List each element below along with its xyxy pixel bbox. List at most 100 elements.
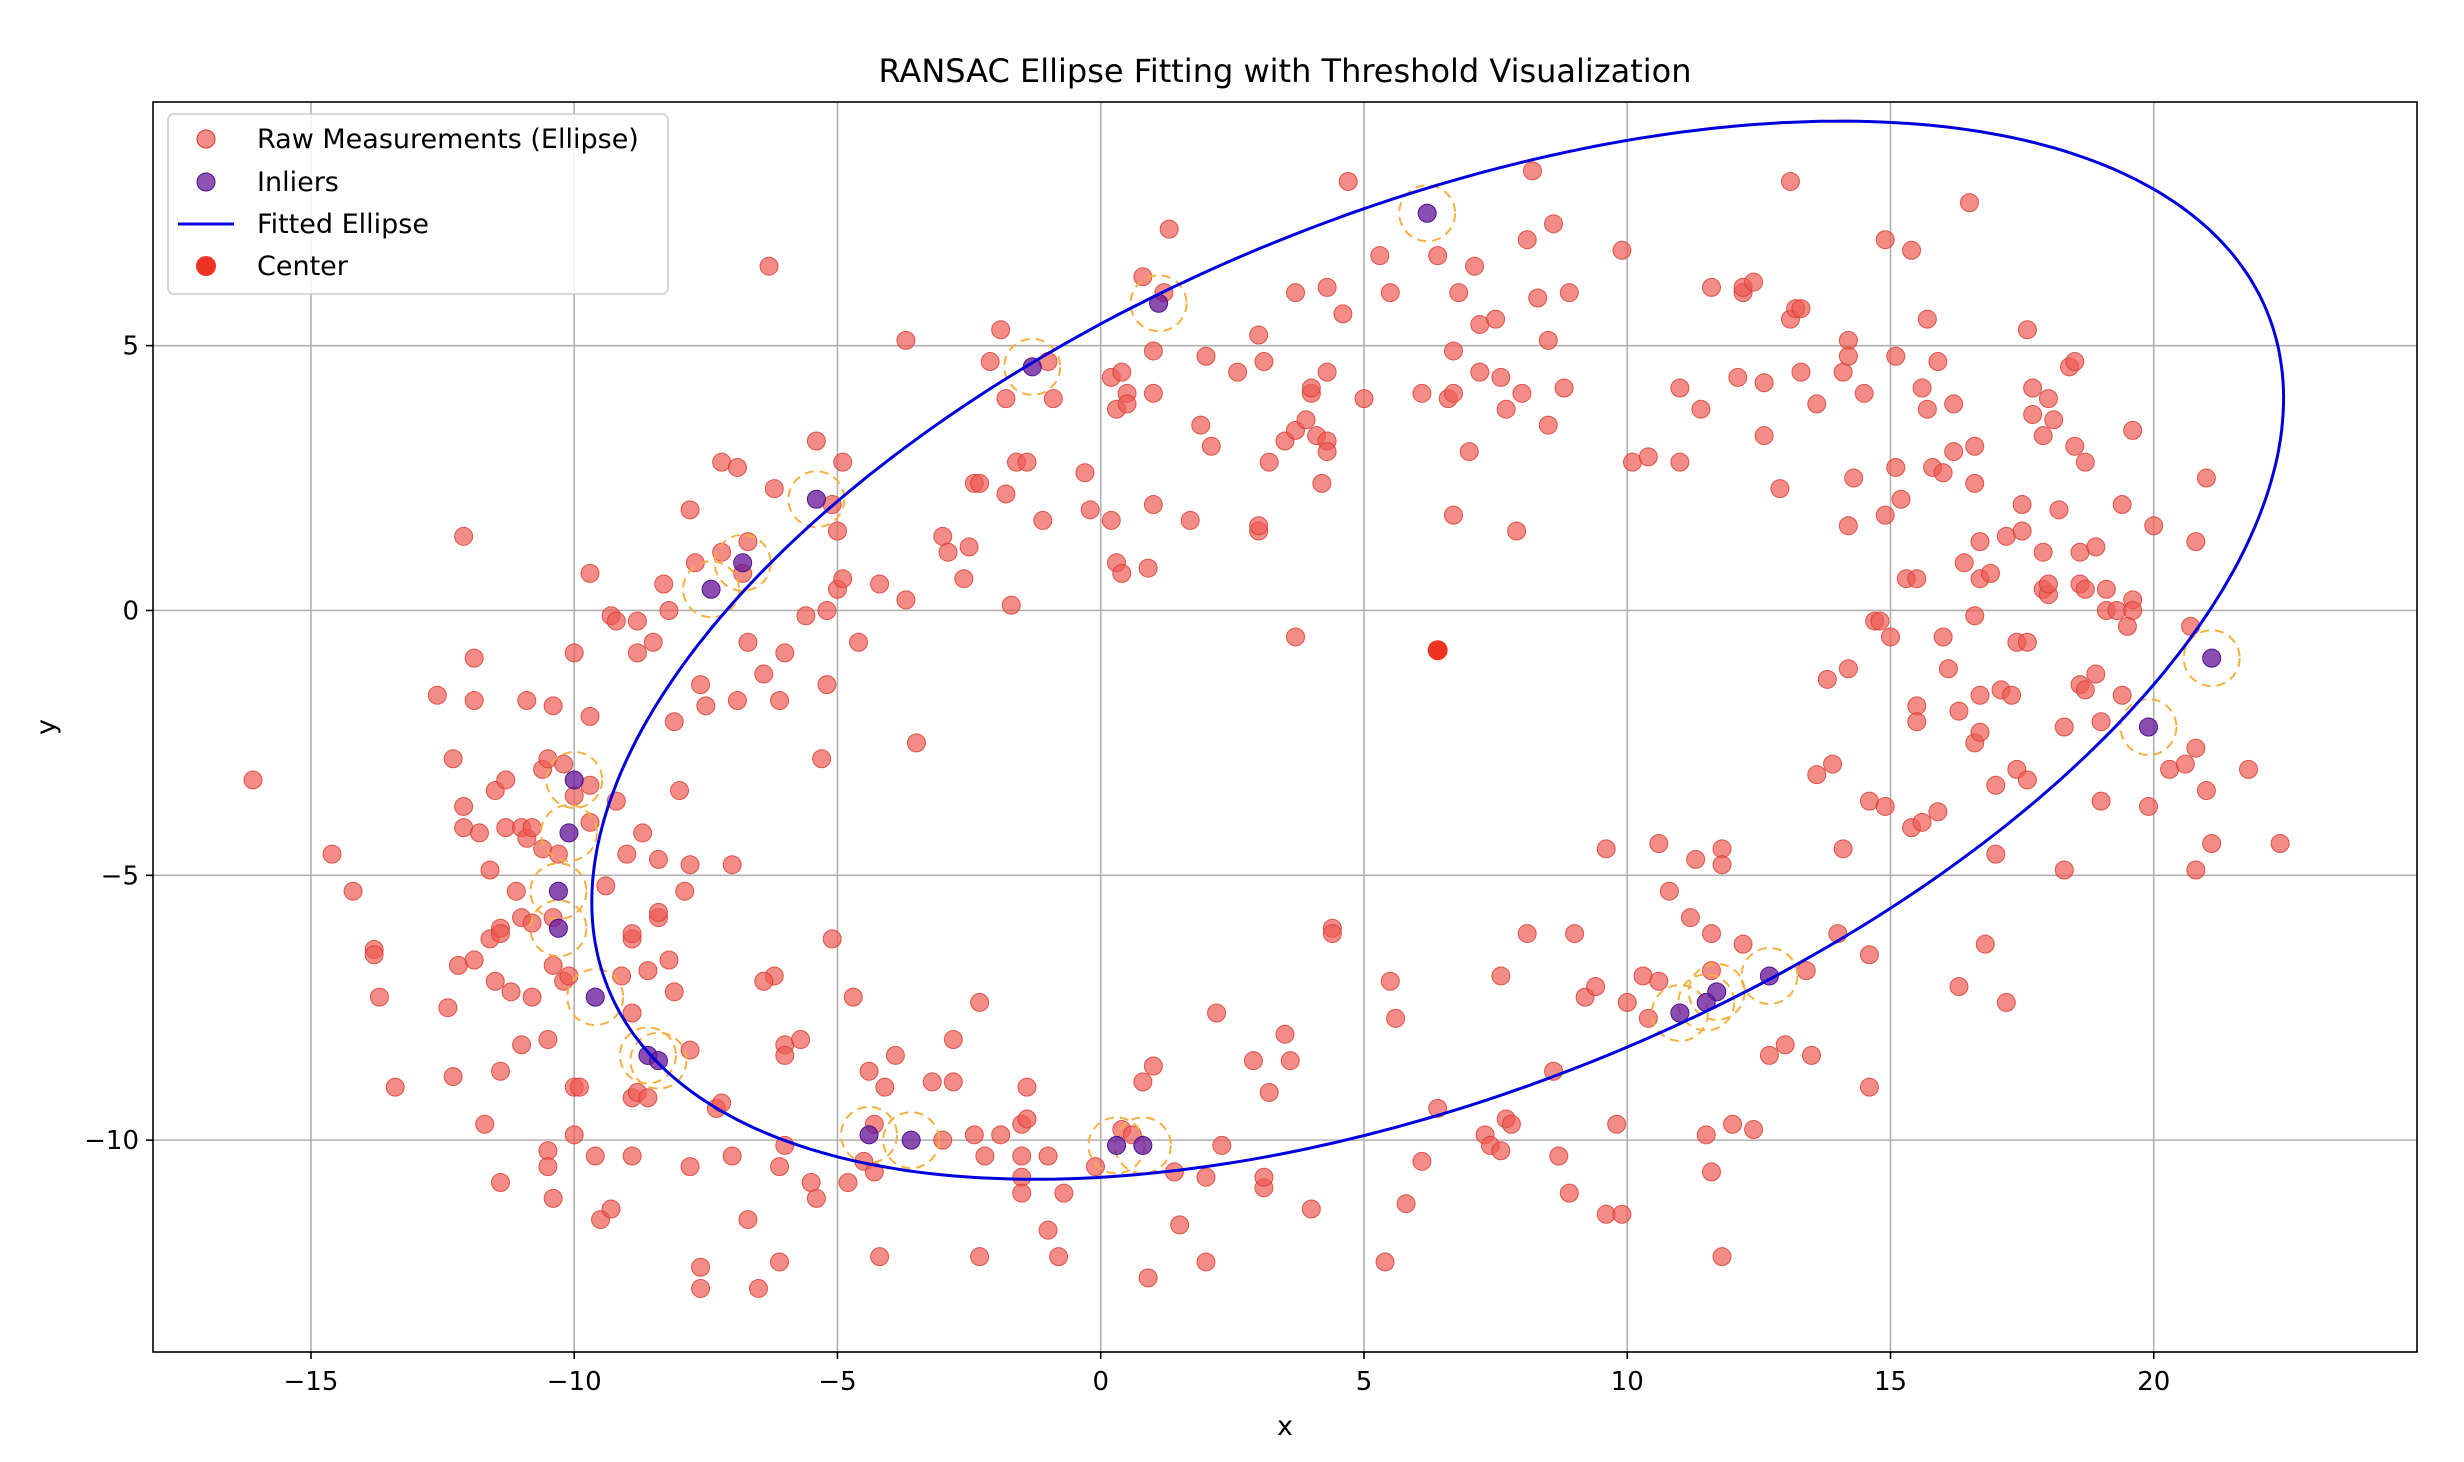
- threshold-circle: [529, 862, 588, 921]
- raw-measurement-point: [1907, 696, 1927, 716]
- raw-measurement-point: [1143, 495, 1163, 515]
- raw-measurement-point: [1875, 796, 1895, 816]
- raw-measurement-point: [1612, 1204, 1632, 1224]
- raw-measurement-point: [448, 955, 468, 975]
- raw-measurement-point: [991, 320, 1011, 340]
- raw-measurement-point: [970, 473, 990, 493]
- raw-measurement-point: [1196, 1167, 1216, 1187]
- raw-measurement-point: [754, 664, 774, 684]
- raw-measurement-point: [1723, 1114, 1743, 1134]
- inlier-point: [901, 1130, 921, 1150]
- raw-measurement-point: [1701, 924, 1721, 944]
- raw-measurement-point: [664, 982, 684, 1002]
- raw-measurement-point: [2112, 685, 2132, 705]
- raw-measurement-point: [1607, 1114, 1627, 1134]
- raw-measurement-point: [943, 1072, 963, 1092]
- raw-measurement-point: [696, 696, 716, 716]
- raw-measurement-point: [1712, 1247, 1732, 1267]
- raw-measurement-point: [1981, 563, 2001, 583]
- raw-measurement-point: [1470, 362, 1490, 382]
- raw-measurement-point: [2054, 860, 2074, 880]
- raw-measurement-point: [727, 457, 747, 477]
- raw-measurement-point: [1902, 240, 1922, 260]
- raw-measurement-point: [1170, 1215, 1190, 1235]
- raw-measurement-point: [1933, 463, 1953, 483]
- raw-measurement-point: [1317, 362, 1337, 382]
- raw-measurement-point: [585, 1146, 605, 1166]
- y-tick-label: −5: [101, 861, 139, 891]
- raw-measurement-point: [496, 770, 516, 790]
- raw-measurement-point: [1754, 373, 1774, 393]
- raw-measurement-point: [2181, 616, 2201, 636]
- x-tick-label: 0: [1092, 1367, 1109, 1397]
- raw-measurement-point: [680, 1157, 700, 1177]
- raw-measurement-point: [2023, 405, 2043, 424]
- raw-measurement-point: [1807, 765, 1827, 785]
- raw-measurement-point: [243, 770, 263, 790]
- inlier-point: [733, 553, 753, 573]
- raw-measurement-point: [1254, 1167, 1274, 1187]
- x-axis-label: x: [1277, 1411, 1293, 1442]
- threshold-circle: [529, 899, 588, 958]
- x-tick-label: 5: [1356, 1367, 1373, 1397]
- raw-measurement-point: [1317, 442, 1337, 462]
- raw-measurement-point: [480, 860, 500, 880]
- raw-measurement-point: [1380, 971, 1400, 991]
- raw-measurement-point: [1970, 685, 1990, 705]
- raw-measurement-point: [538, 1030, 558, 1049]
- inlier-point: [1133, 1135, 1153, 1155]
- raw-measurement-point: [1670, 452, 1690, 472]
- raw-measurement-point: [569, 1077, 589, 1097]
- fitted-ellipse-series: [590, 119, 2286, 1181]
- threshold-circle: [787, 470, 846, 529]
- raw-measurement-point: [2033, 426, 2053, 446]
- raw-measurement-point: [564, 786, 584, 806]
- raw-measurement-point: [1143, 383, 1163, 403]
- raw-measurement-point: [1259, 1082, 1279, 1102]
- raw-measurement-point: [1017, 1109, 1037, 1129]
- raw-measurement-point: [485, 971, 505, 991]
- raw-measurement-point: [1612, 240, 1632, 260]
- raw-measurement-point: [922, 1072, 942, 1092]
- raw-measurement-point: [538, 749, 558, 769]
- raw-measurement-point: [2270, 834, 2290, 854]
- raw-measurement-point: [1380, 283, 1400, 303]
- raw-measurement-point: [1838, 659, 1858, 679]
- raw-measurement-point: [633, 823, 653, 843]
- raw-measurement-point: [2054, 717, 2074, 737]
- raw-measurement-point: [627, 611, 647, 631]
- raw-measurement-point: [748, 1278, 768, 1298]
- raw-measurement-point: [675, 881, 695, 901]
- inlier-point: [564, 770, 584, 790]
- raw-measurement-point: [1038, 1146, 1058, 1166]
- raw-measurement-point: [1833, 362, 1853, 382]
- raw-measurement-point: [817, 600, 837, 620]
- raw-measurement-point: [1712, 839, 1732, 859]
- raw-measurement-point: [806, 1188, 826, 1208]
- raw-measurement-point: [1838, 330, 1858, 350]
- legend-center-marker: [196, 256, 216, 276]
- raw-measurement-point: [559, 966, 579, 986]
- raw-measurement-point: [2112, 495, 2132, 515]
- threshold-circle: [545, 750, 604, 809]
- raw-measurement-point: [1686, 849, 1706, 869]
- raw-measurement-point: [1907, 712, 1927, 732]
- raw-measurement-point: [680, 1040, 700, 1060]
- legend-center-label: Center: [257, 251, 349, 282]
- raw-measurement-point: [617, 844, 637, 864]
- raw-measurement-point: [906, 733, 926, 753]
- raw-measurement-point: [1965, 473, 1985, 493]
- raw-measurement-point: [1970, 532, 1990, 552]
- raw-measurement-point: [580, 563, 600, 583]
- raw-measurement-point: [1912, 812, 1932, 832]
- raw-measurement-point: [1838, 516, 1858, 536]
- raw-measurement-point: [2117, 616, 2137, 636]
- raw-measurement-point: [1249, 516, 1269, 536]
- raw-measurement-point: [564, 1125, 584, 1145]
- raw-measurement-point: [812, 749, 832, 769]
- raw-measurement-point: [1491, 966, 1511, 986]
- raw-measurement-point: [1649, 971, 1669, 991]
- raw-measurement-point: [2065, 352, 2085, 372]
- legend-raw-label: Raw Measurements (Ellipse): [257, 124, 639, 155]
- threshold-circle: [629, 1031, 688, 1090]
